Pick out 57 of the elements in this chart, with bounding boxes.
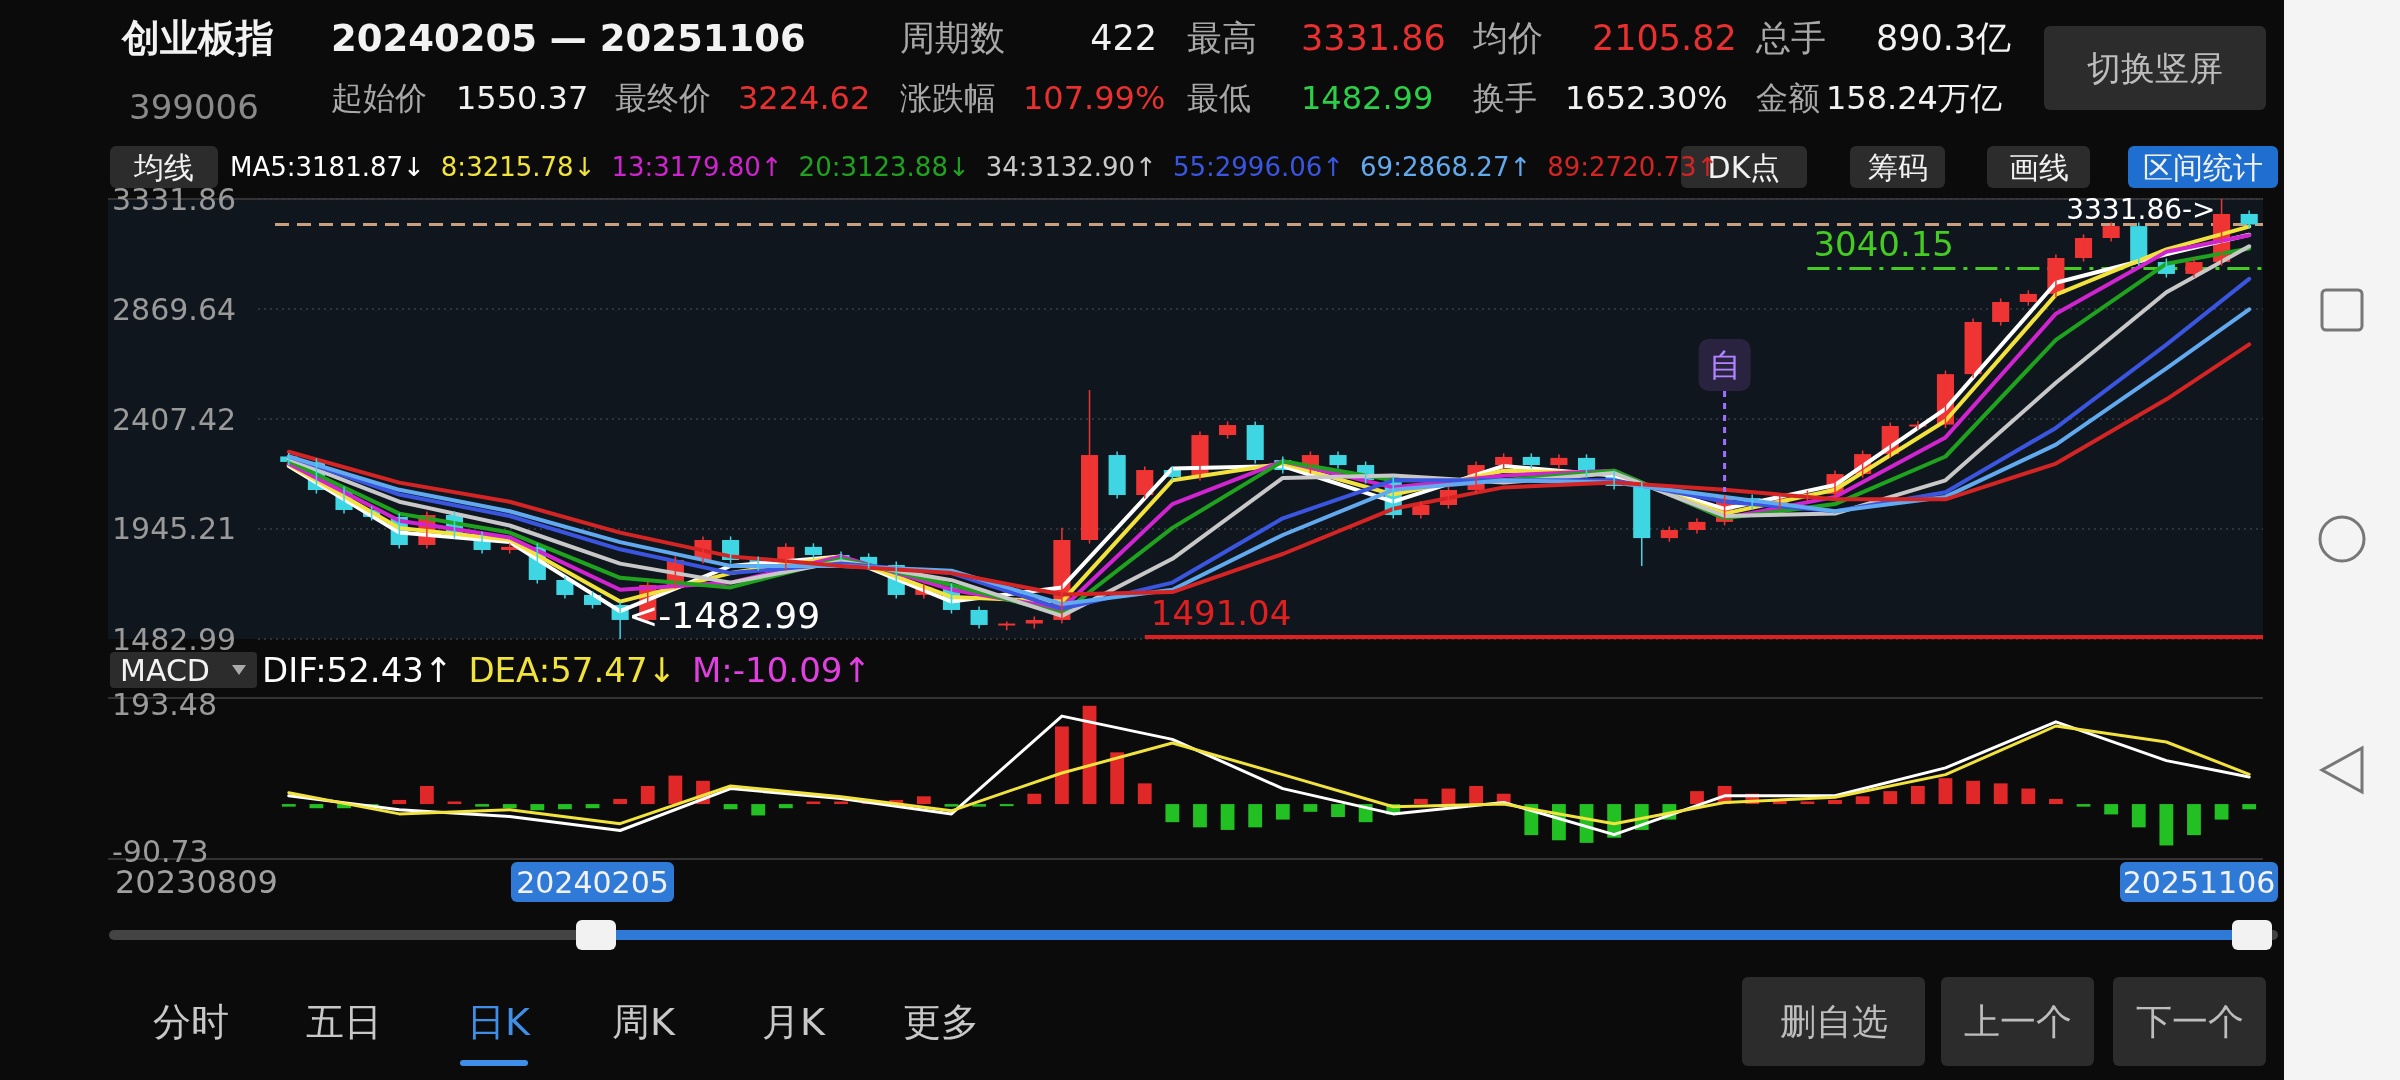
text: 1550.37 <box>456 79 589 117</box>
text: 107.99% <box>1023 79 1166 117</box>
text: 1652.30% <box>1565 79 1728 117</box>
y-tick-label: 2869.64 <box>112 291 237 327</box>
text: 55:2996.06↑ <box>1172 152 1345 182</box>
annotation: <-1482.99 <box>628 594 821 636</box>
text: 周K <box>612 1000 676 1044</box>
y-tick-label: 2407.42 <box>112 401 237 437</box>
text: 分时 <box>153 1000 229 1044</box>
ref-line-label: 3040.15 <box>1813 224 1955 265</box>
text: 删自选 <box>1779 1001 1888 1042</box>
text: 158.24万亿 <box>1826 79 2002 117</box>
text: 金额 <box>1756 79 1820 117</box>
text: 399006 <box>129 87 259 127</box>
text: 月K <box>762 1000 826 1044</box>
text: 换手 <box>1473 79 1537 117</box>
text: 2105.82 <box>1592 18 1737 58</box>
text: 周期数 <box>900 18 1005 58</box>
text: 起始价 <box>331 79 427 117</box>
y-tick-label: 1945.21 <box>112 511 237 547</box>
text: 创业板指 <box>121 16 274 60</box>
text: 切换竖屏 <box>2087 48 2223 88</box>
text: DIF:52.43↑ <box>262 650 453 690</box>
text: M:-10.09↑ <box>692 650 871 690</box>
y-tick-label: 193.48 <box>112 686 217 722</box>
text: 3224.62 <box>738 79 871 117</box>
text: 20:3123.88↓ <box>798 152 970 182</box>
text: 最高 <box>1187 18 1257 58</box>
annotation: 3331.86-> <box>2066 192 2216 226</box>
text: MA5:3181.87↓ <box>230 152 425 182</box>
text: 下一个 <box>2135 1001 2244 1042</box>
text: 最终价 <box>615 79 711 117</box>
text: DEA:57.47↓ <box>468 650 677 690</box>
text: 3331.86 <box>1301 18 1446 58</box>
text: 上一个 <box>1963 1001 2072 1042</box>
text: 422 <box>1090 18 1157 58</box>
text: 五日 <box>306 1000 382 1044</box>
text: 890.3亿 <box>1876 18 2012 58</box>
text: 69:2868.27↑ <box>1360 152 1532 182</box>
annotation: 自 <box>1708 346 1741 384</box>
text: 总手 <box>1755 18 1826 58</box>
text: 均价 <box>1472 18 1543 58</box>
text: 日K <box>467 1000 531 1044</box>
text: 1482.99 <box>1301 79 1434 117</box>
text: 34:3132.90↑ <box>985 152 1157 182</box>
text: 8:3215.78↓ <box>440 152 596 182</box>
text: 20240205 — 20251106 <box>331 16 806 60</box>
text: 区间统计 <box>2143 149 2263 185</box>
text: 更多 <box>903 1000 979 1044</box>
text: 画线 <box>2008 149 2069 185</box>
ref-line-label: 1491.04 <box>1150 593 1292 634</box>
text: 20251106 <box>2122 864 2276 900</box>
text: 筹码 <box>1867 149 1928 185</box>
text: 13:3179.80↑ <box>611 152 783 182</box>
text: 涨跌幅 <box>900 79 996 117</box>
text: 最低 <box>1187 79 1251 117</box>
text: 20240205 <box>516 864 669 900</box>
